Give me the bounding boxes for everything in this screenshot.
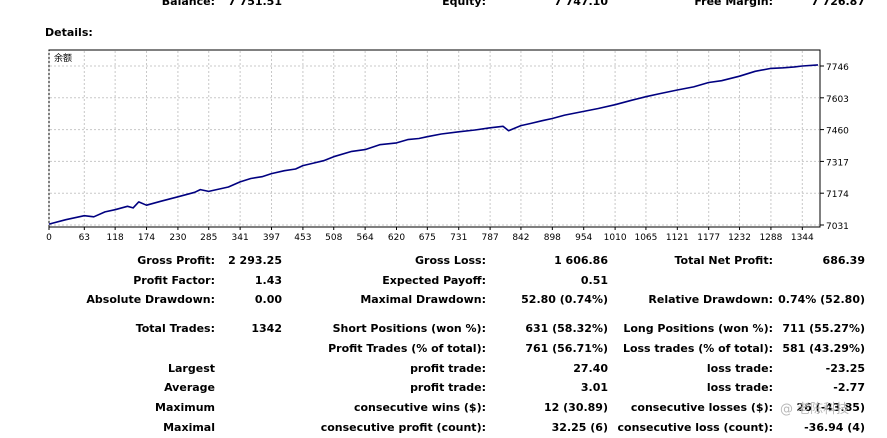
- relative-drawdown-label: Relative Drawdown:: [648, 293, 773, 306]
- relative-drawdown-value: 0.74% (52.80): [778, 293, 865, 306]
- short-positions-label: Short Positions (won %):: [332, 322, 486, 335]
- x-tick-label: 954: [575, 233, 592, 243]
- average-profit-trade-label: profit trade:: [410, 381, 486, 394]
- x-tick-label: 341: [232, 233, 249, 243]
- largest-loss-trade-label: loss trade:: [706, 362, 773, 375]
- consecutive-losses-value: 26 (-43.85): [796, 401, 865, 414]
- x-tick-label: 1344: [791, 233, 814, 243]
- equity-value: 7 747.10: [554, 0, 608, 8]
- profit-factor-value: 1.43: [254, 274, 282, 287]
- expected-payoff-label: Expected Payoff:: [382, 274, 486, 287]
- absolute-drawdown-value: 0.00: [254, 293, 282, 306]
- equity-label: Equity:: [442, 0, 486, 8]
- free-margin-label: Free Margin:: [694, 0, 773, 8]
- loss-trades-label: Loss trades (% of total):: [622, 342, 773, 355]
- x-tick-label: 63: [79, 233, 90, 243]
- profit-trades-value: 761 (56.71%): [525, 342, 608, 355]
- consecutive-loss-value: -36.94 (4): [804, 421, 865, 434]
- largest-profit-trade-label: profit trade:: [410, 362, 486, 375]
- profit-factor-label: Profit Factor:: [133, 274, 215, 287]
- total-trades-value: 1342: [251, 322, 282, 335]
- gross-loss-label: Gross Loss:: [415, 254, 486, 267]
- expected-payoff-value: 0.51: [580, 274, 608, 287]
- gross-profit-label: Gross Profit:: [137, 254, 215, 267]
- x-tick-label: 1065: [634, 233, 657, 243]
- x-tick-label: 118: [107, 233, 124, 243]
- x-tick-label: 1177: [697, 233, 720, 243]
- largest-label: Largest: [168, 362, 215, 375]
- average-label: Average: [164, 381, 215, 394]
- y-tick-label: 7746: [826, 63, 849, 73]
- x-tick-label: 620: [388, 233, 405, 243]
- maximum-label: Maximum: [155, 401, 215, 414]
- average-loss-trade-value: -2.77: [833, 381, 865, 394]
- largest-profit-trade-value: 27.40: [573, 362, 608, 375]
- long-positions-value: 711 (55.27%): [782, 322, 865, 335]
- y-tick-label: 7603: [826, 95, 849, 105]
- total-net-profit-label: Total Net Profit:: [674, 254, 774, 267]
- consecutive-profit-label: consecutive profit (count):: [320, 421, 486, 434]
- short-positions-value: 631 (58.32%): [525, 322, 608, 335]
- free-margin-value: 7 726.87: [811, 0, 865, 8]
- watermark: @ 老陈科技: [780, 402, 850, 417]
- consecutive-losses-label: consecutive losses ($):: [630, 401, 773, 414]
- consecutive-wins-value: 12 (30.89): [544, 401, 608, 414]
- x-tick-label: 453: [294, 233, 311, 243]
- x-tick-label: 675: [419, 233, 436, 243]
- series-line: [48, 64, 819, 225]
- y-tick-label: 7174: [826, 190, 849, 200]
- profit-trades-label: Profit Trades (% of total):: [328, 342, 486, 355]
- largest-loss-trade-value: -23.25: [825, 362, 865, 375]
- long-positions-label: Long Positions (won %):: [623, 322, 773, 335]
- x-tick-label: 787: [482, 233, 499, 243]
- absolute-drawdown-label: Absolute Drawdown:: [86, 293, 215, 306]
- x-axis: 0 63 118 174 230 285 341 397 453 508 564 620 675 731 7…: [46, 227, 814, 243]
- y-tick-label: 7317: [826, 158, 849, 168]
- total-trades-label: Total Trades:: [135, 322, 215, 335]
- x-tick-label: 564: [357, 233, 374, 243]
- gross-profit-value: 2 293.25: [228, 254, 282, 267]
- x-tick-label: 174: [138, 233, 155, 243]
- average-profit-trade-value: 3.01: [580, 381, 608, 394]
- chart-title: 余额: [54, 52, 72, 64]
- x-tick-label: 1288: [759, 233, 782, 243]
- y-tick-label: 7031: [826, 222, 849, 232]
- series-layer: [48, 64, 819, 225]
- loss-trades-value: 581 (43.29%): [782, 342, 865, 355]
- x-tick-label: 230: [169, 233, 186, 243]
- x-tick-label: 731: [450, 233, 467, 243]
- maximal-drawdown-label: Maximal Drawdown:: [360, 293, 486, 306]
- y-tick-label: 7460: [826, 127, 849, 137]
- x-tick-label: 1232: [728, 233, 751, 243]
- balance-value: 7 751.51: [228, 0, 282, 8]
- maximal-drawdown-value: 52.80 (0.74%): [521, 293, 608, 306]
- x-tick-label: 508: [325, 233, 342, 243]
- maximal-label: Maximal: [163, 421, 215, 434]
- consecutive-profit-value: 32.25 (6): [551, 421, 608, 434]
- x-tick-label: 285: [200, 233, 217, 243]
- consecutive-loss-label: consecutive loss (count):: [617, 421, 773, 434]
- x-tick-label: 1121: [666, 233, 689, 243]
- y-axis: 7031 7174 7317 7460 7603 7746: [820, 63, 849, 232]
- x-tick-label: 1010: [604, 233, 627, 243]
- average-loss-trade-label: loss trade:: [706, 381, 773, 394]
- details-label: Details:: [45, 26, 93, 39]
- x-tick-label: 842: [512, 233, 529, 243]
- gross-loss-value: 1 606.86: [554, 254, 608, 267]
- x-tick-label: 397: [263, 233, 280, 243]
- x-tick-label: 898: [544, 233, 561, 243]
- total-net-profit-value: 686.39: [822, 254, 865, 267]
- balance-chart: 7031 7174 7317 7460 7603 7746 0 63 118 174 230 285…: [46, 49, 849, 243]
- balance-label: Balance:: [161, 0, 215, 8]
- consecutive-wins-label: consecutive wins ($):: [353, 401, 486, 414]
- x-tick-label: 0: [46, 233, 52, 243]
